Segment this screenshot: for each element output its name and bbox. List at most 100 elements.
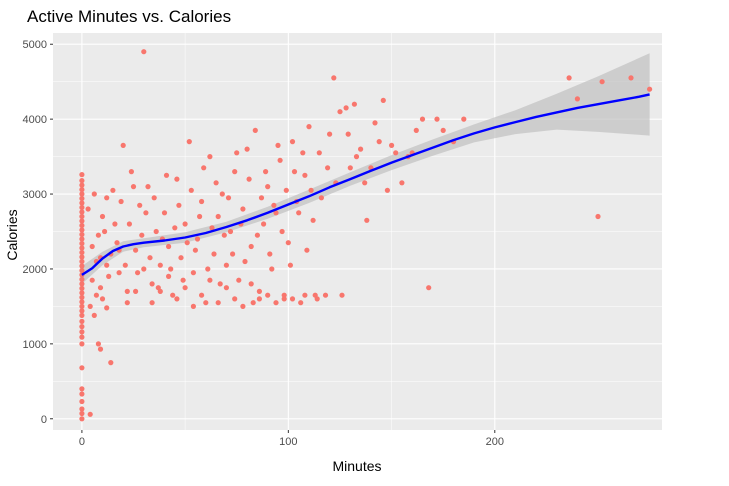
data-point bbox=[219, 191, 225, 197]
data-point bbox=[197, 213, 203, 220]
data-point bbox=[186, 139, 192, 145]
x-tick-label: 200 bbox=[486, 436, 504, 448]
data-point bbox=[99, 213, 106, 220]
data-point bbox=[289, 296, 296, 302]
data-point bbox=[265, 292, 271, 298]
data-point bbox=[126, 221, 132, 227]
data-point bbox=[302, 172, 308, 178]
data-point bbox=[440, 127, 446, 133]
data-point bbox=[172, 225, 178, 231]
data-point bbox=[254, 232, 260, 238]
data-point bbox=[133, 247, 139, 253]
data-point bbox=[419, 116, 426, 122]
data-point bbox=[124, 288, 130, 294]
y-tick-label: 2000 bbox=[23, 264, 47, 276]
data-point bbox=[209, 225, 215, 231]
data-point bbox=[170, 292, 176, 298]
data-point bbox=[232, 296, 238, 302]
data-point bbox=[190, 303, 196, 309]
data-point bbox=[461, 116, 467, 122]
data-point bbox=[227, 228, 234, 235]
data-point bbox=[322, 292, 329, 298]
data-point bbox=[291, 169, 298, 175]
data-point bbox=[95, 232, 101, 238]
data-point bbox=[225, 195, 232, 201]
data-point bbox=[353, 154, 360, 160]
data-point bbox=[95, 341, 101, 347]
data-point bbox=[91, 191, 97, 197]
data-point bbox=[256, 288, 262, 294]
data-point bbox=[347, 165, 353, 171]
data-point bbox=[87, 411, 93, 417]
y-tick-label: 1000 bbox=[23, 339, 47, 351]
data-point bbox=[79, 318, 85, 324]
data-point bbox=[122, 262, 128, 268]
data-point bbox=[139, 232, 145, 238]
data-point bbox=[79, 281, 85, 287]
data-point bbox=[79, 391, 85, 397]
data-point bbox=[147, 255, 153, 261]
data-point bbox=[79, 410, 85, 417]
data-points bbox=[79, 49, 653, 422]
data-point bbox=[289, 139, 296, 145]
data-point bbox=[174, 176, 180, 182]
data-point bbox=[221, 232, 227, 238]
y-tick-label: 3000 bbox=[23, 189, 47, 201]
data-point bbox=[91, 312, 97, 318]
data-point bbox=[79, 263, 85, 269]
data-point bbox=[275, 142, 281, 148]
data-point bbox=[252, 127, 258, 133]
data-point bbox=[234, 150, 240, 156]
data-point bbox=[118, 198, 124, 205]
data-point bbox=[79, 365, 85, 371]
data-point bbox=[283, 187, 289, 193]
data-point bbox=[314, 296, 320, 302]
data-point bbox=[133, 288, 139, 294]
data-point bbox=[240, 206, 246, 212]
data-point bbox=[215, 300, 221, 306]
data-point bbox=[97, 285, 104, 291]
data-point bbox=[211, 251, 217, 257]
data-point bbox=[306, 124, 312, 130]
data-point bbox=[79, 178, 85, 184]
data-point bbox=[149, 300, 155, 306]
data-point bbox=[232, 169, 238, 175]
data-point bbox=[263, 169, 269, 175]
data-point bbox=[362, 180, 368, 186]
data-point bbox=[79, 204, 85, 211]
data-point bbox=[298, 300, 304, 306]
confidence-ribbon bbox=[81, 53, 650, 284]
data-point bbox=[380, 97, 386, 103]
data-point bbox=[99, 296, 106, 302]
x-axis-title: Minutes bbox=[332, 458, 381, 474]
data-point bbox=[192, 247, 198, 253]
y-axis-title: Calories bbox=[4, 209, 20, 260]
data-point bbox=[358, 146, 364, 152]
data-point bbox=[108, 360, 114, 366]
data-point bbox=[599, 79, 605, 85]
data-point bbox=[434, 116, 440, 122]
data-point bbox=[79, 213, 85, 220]
data-point bbox=[143, 210, 149, 216]
data-point bbox=[79, 182, 85, 188]
data-point bbox=[265, 184, 271, 190]
data-point bbox=[85, 206, 91, 212]
data-point bbox=[296, 210, 302, 216]
x-tick-label: 100 bbox=[279, 436, 297, 448]
data-point bbox=[79, 172, 85, 178]
data-point bbox=[79, 329, 85, 335]
data-point bbox=[89, 243, 95, 250]
data-point bbox=[184, 240, 190, 246]
y-tick-label: 4000 bbox=[23, 114, 47, 126]
data-point bbox=[318, 195, 324, 201]
data-point bbox=[261, 221, 267, 227]
data-point bbox=[389, 142, 395, 148]
data-point bbox=[89, 277, 95, 283]
data-point bbox=[302, 292, 308, 298]
data-point bbox=[426, 285, 432, 291]
data-point bbox=[79, 245, 85, 251]
data-point bbox=[79, 267, 85, 274]
data-point bbox=[372, 120, 378, 126]
data-point bbox=[104, 195, 110, 201]
